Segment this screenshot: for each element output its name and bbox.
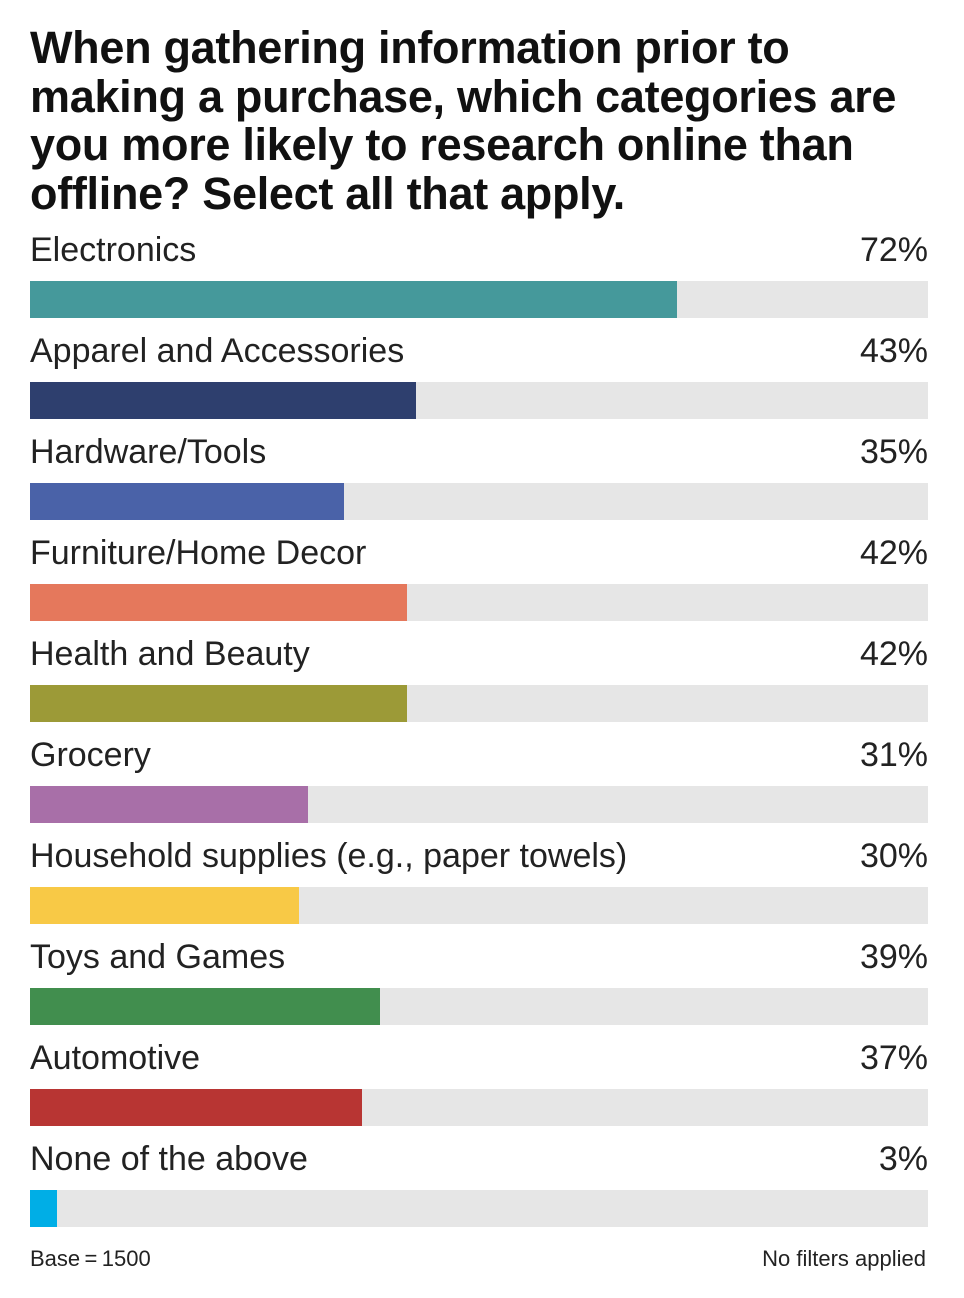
bar-track xyxy=(30,887,928,924)
bar-track xyxy=(30,281,928,318)
category-label: Apparel and Accessories xyxy=(30,332,405,370)
bar xyxy=(30,786,309,823)
bar-row: Apparel and Accessories 43% xyxy=(30,331,928,432)
category-label: Toys and Games xyxy=(30,938,286,976)
category-label: None of the above xyxy=(30,1140,308,1178)
category-label: Furniture/Home Decor xyxy=(30,534,367,572)
bar-row: Toys and Games 39% xyxy=(30,937,928,1038)
bar-row: Electronics 72% xyxy=(30,230,928,331)
bar-track xyxy=(30,685,928,722)
value-label: 30% xyxy=(859,837,928,875)
filters-note: No filters applied xyxy=(762,1246,926,1271)
bar xyxy=(30,1089,363,1126)
bar xyxy=(30,887,300,924)
bar-track xyxy=(30,1089,928,1126)
bar-track xyxy=(30,988,928,1025)
bar xyxy=(30,1190,57,1227)
category-label: Automotive xyxy=(30,1039,201,1077)
base-note: Base = 1500 xyxy=(30,1246,151,1271)
category-label: Hardware/Tools xyxy=(30,433,267,471)
bar-track xyxy=(30,483,928,520)
bar-track xyxy=(30,584,928,621)
bar-row: Furniture/Home Decor 42% xyxy=(30,533,928,634)
bar-row: Hardware/Tools 35% xyxy=(30,432,928,533)
category-label: Household supplies (e.g., paper towels) xyxy=(30,837,628,875)
value-label: 42% xyxy=(859,534,928,572)
bar xyxy=(30,988,381,1025)
bar xyxy=(30,281,677,318)
chart-title: When gathering information prior to maki… xyxy=(30,22,897,219)
bar xyxy=(30,382,417,419)
bar-track xyxy=(30,1190,928,1227)
category-label: Grocery xyxy=(30,736,151,774)
category-label: Electronics xyxy=(30,231,197,269)
bar-row: Grocery 31% xyxy=(30,735,928,836)
bar-row: None of the above 3% xyxy=(30,1139,928,1240)
value-label: 35% xyxy=(859,433,928,471)
value-label: 39% xyxy=(859,938,928,976)
category-label: Health and Beauty xyxy=(30,635,310,673)
bar xyxy=(30,584,408,621)
value-label: 43% xyxy=(859,332,928,370)
value-label: 42% xyxy=(859,635,928,673)
value-label: 3% xyxy=(878,1140,928,1178)
bar-row: Automotive 37% xyxy=(30,1038,928,1139)
bar-track xyxy=(30,382,928,419)
value-label: 37% xyxy=(859,1039,928,1077)
value-label: 31% xyxy=(859,736,928,774)
bar xyxy=(30,483,345,520)
value-label: 72% xyxy=(859,231,928,269)
bar xyxy=(30,685,408,722)
bar-row: Health and Beauty 42% xyxy=(30,634,928,735)
bar-row: Household supplies (e.g., paper towels) … xyxy=(30,836,928,937)
bar-track xyxy=(30,786,928,823)
